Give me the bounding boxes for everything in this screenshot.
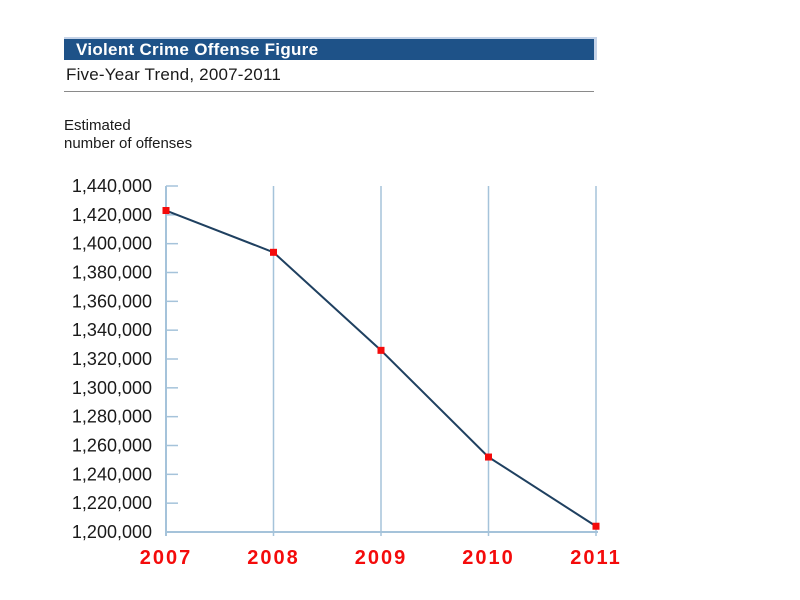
y-axis-caption: Estimated number of offenses: [64, 117, 192, 153]
y-tick-label: 1,340,000: [72, 320, 152, 340]
x-tick-label: 2010: [462, 547, 515, 569]
y-tick-label: 1,300,000: [72, 378, 152, 398]
x-tick-label: 2009: [355, 547, 408, 569]
chart-title: Violent Crime Offense Figure: [76, 39, 319, 59]
y-tick-label: 1,380,000: [72, 263, 152, 283]
y-tick-label: 1,280,000: [72, 407, 152, 427]
y-tick-label: 1,360,000: [72, 291, 152, 311]
y-tick-label: 1,220,000: [72, 493, 152, 513]
data-point-2010: [485, 453, 492, 461]
y-tick-label: 1,200,000: [72, 522, 152, 542]
data-point-2008: [270, 248, 277, 256]
data-point-2011: [592, 522, 600, 530]
y-tick-label: 1,320,000: [72, 349, 152, 369]
x-tick-label: 2008: [247, 547, 300, 569]
chart-subtitle: Five-Year Trend, 2007-2011: [66, 65, 282, 84]
data-point-2007: [162, 207, 170, 215]
y-tick-label: 1,440,000: [72, 176, 152, 196]
x-tick-label: 2011: [570, 547, 621, 569]
y-axis-caption-line1: Estimated: [64, 117, 131, 134]
y-tick-label: 1,260,000: [72, 436, 152, 456]
header-divider: [64, 91, 594, 92]
chart-title-bar: Violent Crime Offense Figure: [64, 37, 597, 60]
y-tick-label: 1,400,000: [72, 234, 152, 254]
y-axis-caption-line2: number of offenses: [64, 135, 193, 152]
y-tick-label: 1,240,000: [72, 464, 152, 484]
y-tick-label: 1,420,000: [72, 205, 152, 225]
data-point-2009: [377, 346, 385, 354]
x-tick-label: 2007: [140, 547, 193, 569]
